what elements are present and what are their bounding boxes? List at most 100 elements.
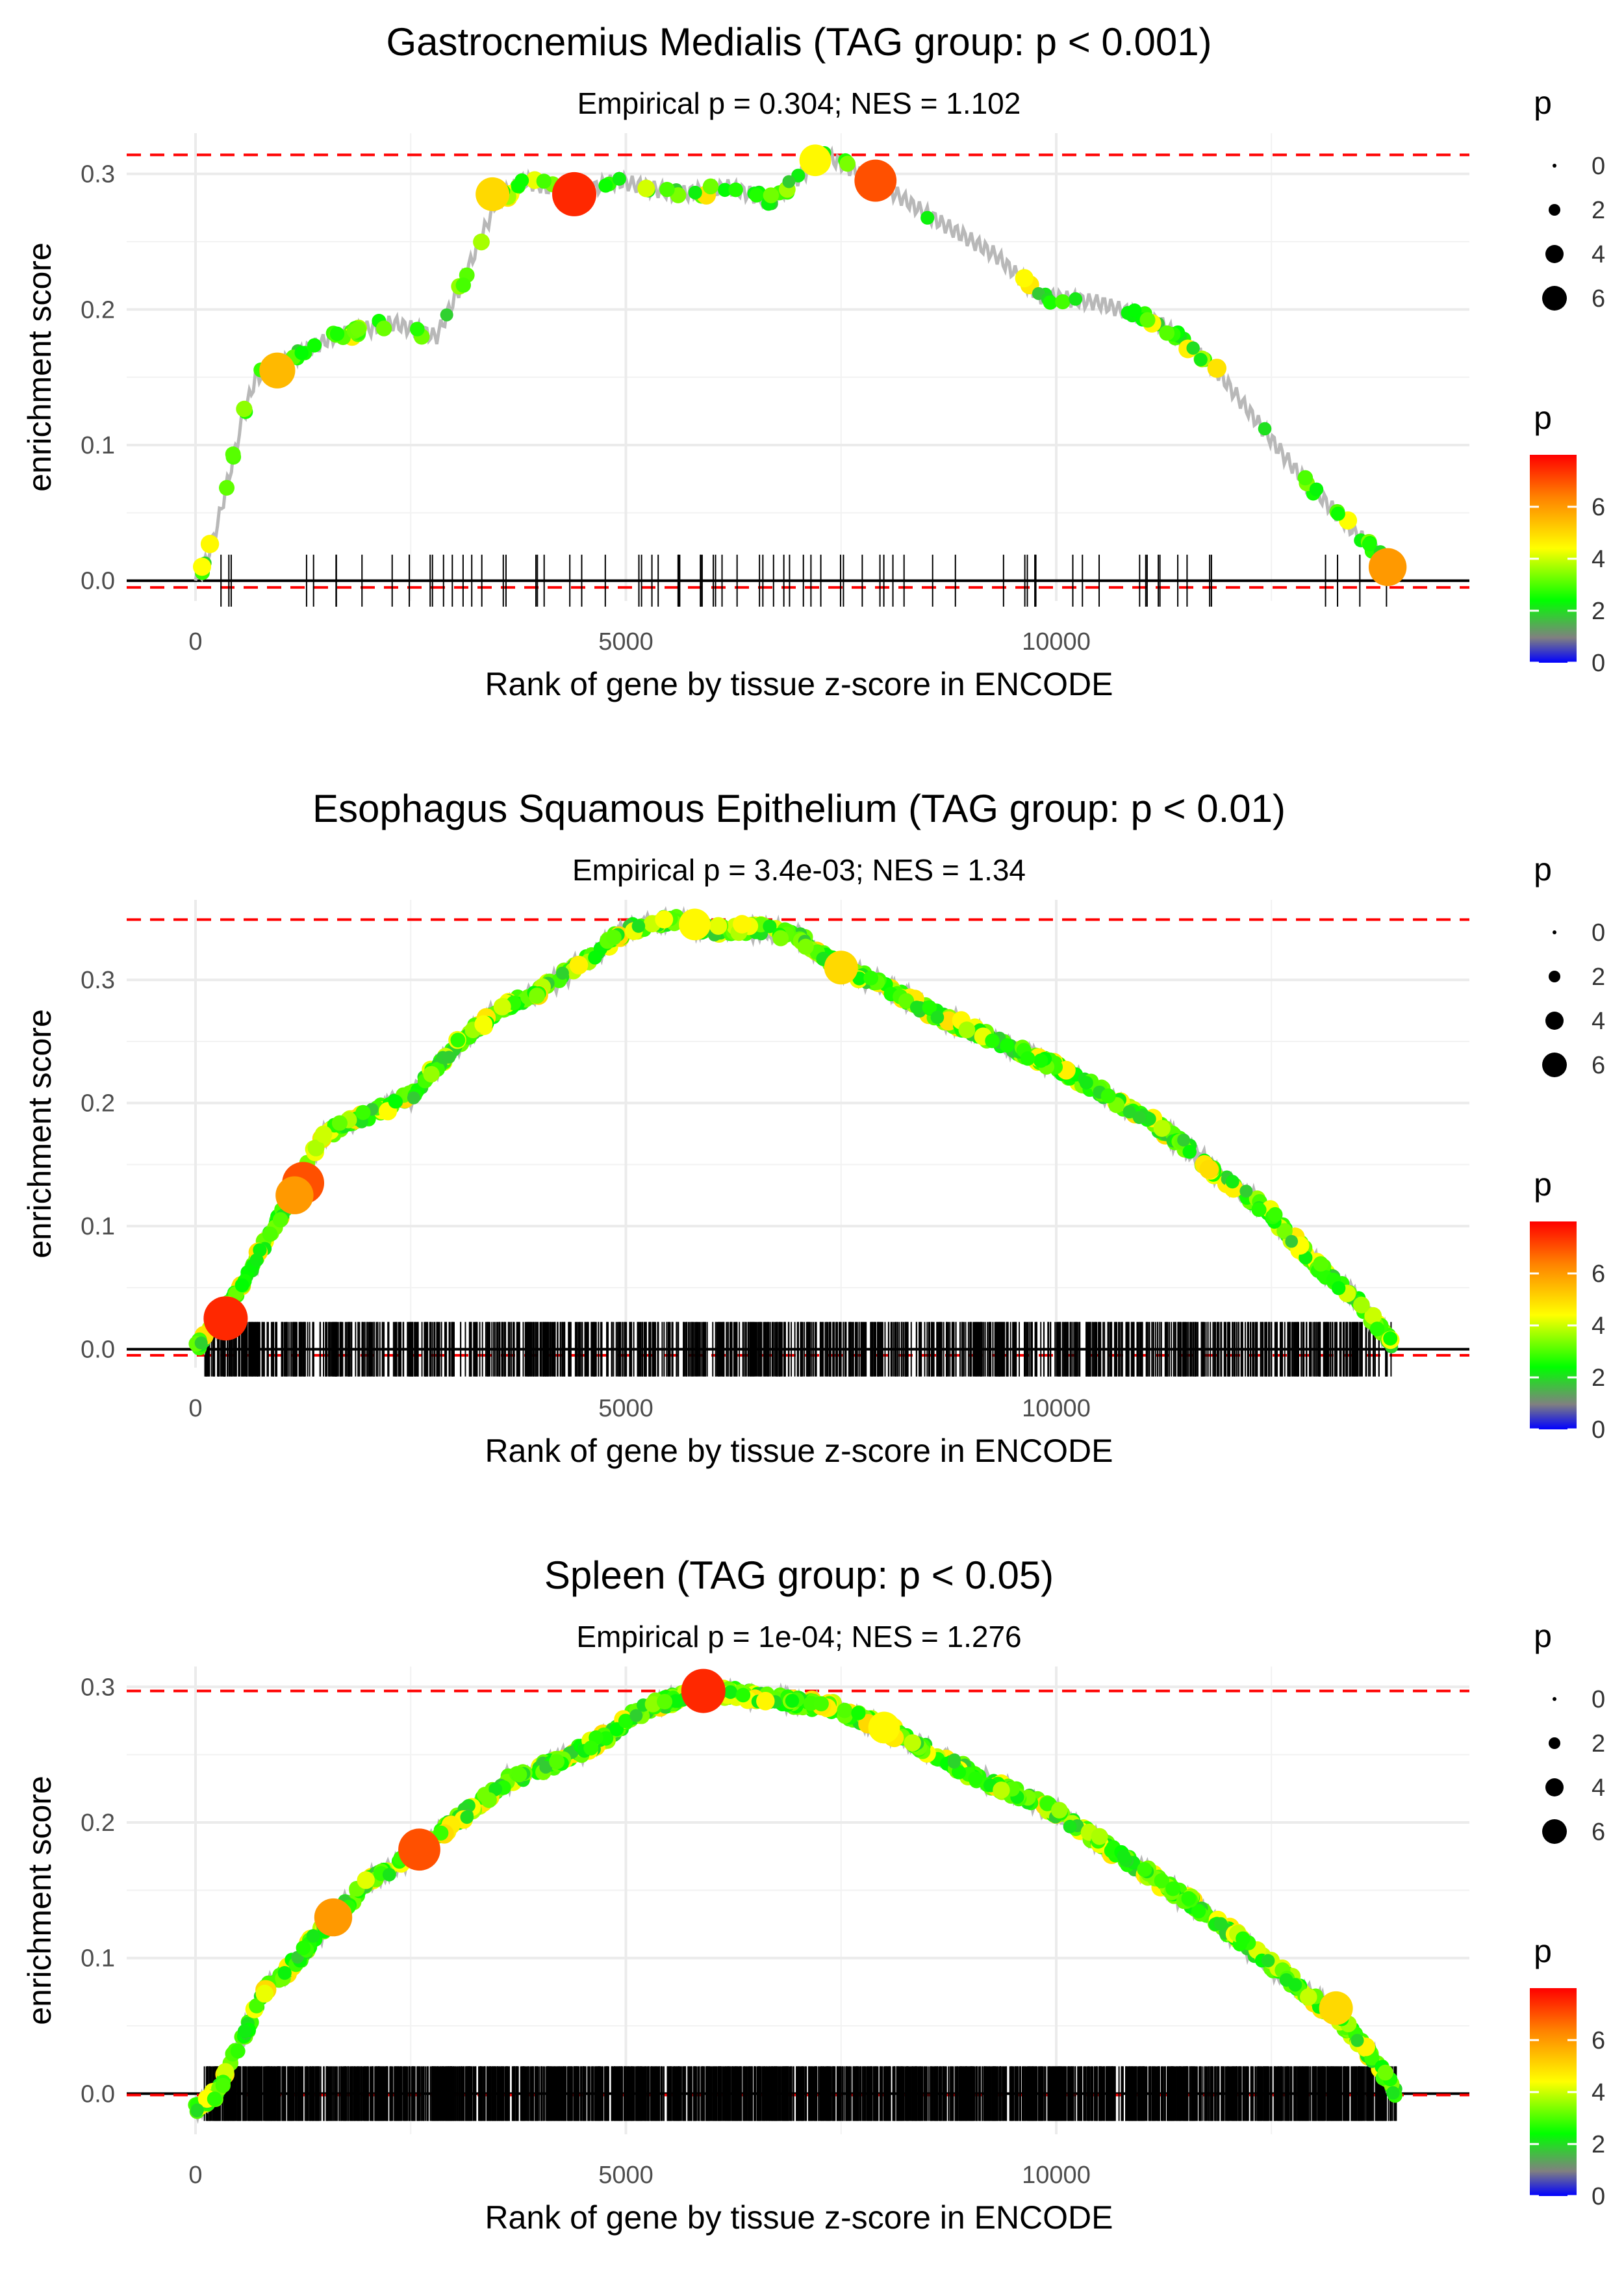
gene-point xyxy=(314,1125,333,1143)
x-tick-label: 10000 xyxy=(1022,2162,1091,2189)
gene-point-highlight xyxy=(824,951,858,985)
gene-point xyxy=(272,1212,288,1228)
legend-color-label: 0 xyxy=(1592,1416,1605,1444)
legend-size-label: 2 xyxy=(1592,197,1605,224)
chart-title: Gastrocnemius Medialis (TAG group: p < 0… xyxy=(386,20,1212,64)
gene-point xyxy=(1000,1038,1015,1053)
chart-title: Spleen (TAG group: p < 0.05) xyxy=(544,1553,1054,1597)
gene-point xyxy=(612,172,626,186)
legend-size-label: 0 xyxy=(1592,153,1605,180)
gene-point xyxy=(194,1336,208,1350)
gene-point xyxy=(797,938,814,955)
gene-point xyxy=(493,997,511,1016)
gene-point xyxy=(249,1253,264,1268)
gene-point xyxy=(655,910,674,929)
gene-point xyxy=(1297,470,1313,486)
x-axis-label: Rank of gene by tissue z-score in ENCODE xyxy=(485,2199,1113,2236)
gene-point xyxy=(262,1226,278,1242)
legend-size-title: p xyxy=(1534,851,1552,888)
gene-point xyxy=(863,971,879,986)
legend-color-label: 0 xyxy=(1592,650,1605,677)
gene-point xyxy=(331,1115,348,1131)
y-tick-label: 0.3 xyxy=(81,967,115,994)
x-tick-label: 0 xyxy=(188,628,202,656)
gene-point xyxy=(410,322,425,337)
y-tick-label: 0.2 xyxy=(81,1090,115,1118)
gene-point xyxy=(440,308,453,322)
y-tick-label: 0.1 xyxy=(81,1213,115,1240)
gene-point xyxy=(536,173,552,189)
gene-point xyxy=(1127,303,1142,318)
enrichment-curve xyxy=(193,906,1396,1356)
gene-point xyxy=(294,346,309,361)
gene-point xyxy=(898,993,915,1009)
legend-size-label: 4 xyxy=(1592,1008,1605,1035)
gene-point-highlight xyxy=(476,177,510,211)
gene-point xyxy=(1362,537,1377,552)
gene-point xyxy=(1079,1076,1093,1090)
gene-point xyxy=(225,446,241,463)
gene-point xyxy=(1369,1322,1385,1336)
gene-point xyxy=(1177,1133,1191,1147)
gene-point xyxy=(920,211,935,225)
gene-point xyxy=(1139,312,1156,328)
chart-panel-3: Spleen (TAG group: p < 0.05) Empirical p … xyxy=(21,1553,1605,2236)
legend-color-title: p xyxy=(1534,1166,1552,1203)
x-tick-label: 10000 xyxy=(1022,1395,1091,1422)
legend-size-key xyxy=(1542,1053,1567,1077)
gene-point xyxy=(1330,506,1345,521)
y-tick-label: 0.1 xyxy=(81,432,115,459)
legend-size-label: 6 xyxy=(1592,285,1605,313)
x-axis-label: Rank of gene by tissue z-score in ENCODE xyxy=(485,1433,1113,1469)
x-tick-label: 0 xyxy=(188,1395,202,1422)
gene-point xyxy=(450,1032,466,1048)
gene-point xyxy=(555,966,569,980)
gene-point xyxy=(733,915,752,934)
y-axis-label: enrichment score xyxy=(21,242,58,492)
gene-point xyxy=(1034,1053,1048,1068)
legend-size-key xyxy=(1549,971,1560,982)
gene-point xyxy=(1267,1207,1283,1222)
gene-point xyxy=(529,988,545,1004)
gene-point-highlight xyxy=(1368,548,1407,587)
gene-point xyxy=(1353,1296,1370,1314)
gene-point xyxy=(442,1051,456,1064)
gene-point-highlight xyxy=(854,159,897,202)
y-tick-label: 0.3 xyxy=(81,1674,115,1701)
gene-point xyxy=(1331,1281,1346,1296)
gene-point xyxy=(839,155,856,172)
gene-point xyxy=(1043,295,1058,310)
legend-size-title: p xyxy=(1534,84,1552,121)
gene-point xyxy=(1313,1256,1329,1272)
x-axis-label: Rank of gene by tissue z-score in ENCODE xyxy=(485,666,1113,702)
gene-point xyxy=(350,321,366,337)
gene-point xyxy=(930,1010,945,1025)
x-tick-label: 5000 xyxy=(598,2162,653,2189)
gene-point xyxy=(763,187,780,203)
gene-point xyxy=(1015,269,1034,288)
gene-point xyxy=(1153,1119,1171,1137)
legend-size-label: 0 xyxy=(1592,919,1605,947)
chart-panel-1: Gastrocnemius Medialis (TAG group: p < 0… xyxy=(21,20,1605,702)
gene-point xyxy=(423,1066,440,1083)
gene-point xyxy=(702,178,719,195)
gene-point xyxy=(307,1139,325,1156)
gene-point xyxy=(922,1000,937,1015)
y-tick-label: 0.0 xyxy=(81,2080,115,2108)
gene-point xyxy=(375,320,392,337)
gene-point xyxy=(1020,1051,1035,1066)
gene-point xyxy=(598,178,613,193)
y-axis-label: enrichment score xyxy=(21,1009,58,1258)
gene-point xyxy=(218,479,235,496)
gene-point xyxy=(1309,482,1324,497)
legend-size-key xyxy=(1553,930,1556,934)
gene-point xyxy=(1182,1145,1197,1159)
gene-point xyxy=(355,1105,371,1120)
y-tick-label: 0.0 xyxy=(81,1336,115,1364)
y-tick-label: 0.1 xyxy=(81,1945,115,1973)
gene-point-highlight xyxy=(679,908,711,941)
gene-point xyxy=(763,919,777,934)
legend-color-label: 6 xyxy=(1592,494,1605,521)
legend-size-key xyxy=(1553,164,1556,168)
